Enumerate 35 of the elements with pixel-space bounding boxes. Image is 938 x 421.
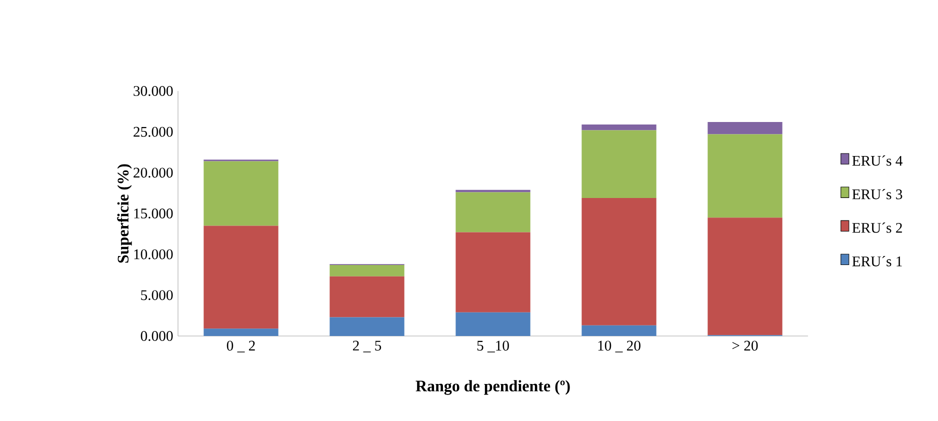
y-axis-title: Superficie (%) — [117, 164, 132, 263]
legend-label: ERU´s 1 — [852, 256, 902, 266]
x-tick-label: 5 _10 — [477, 340, 509, 352]
bar — [456, 312, 530, 336]
y-tick-label: 25.000 — [134, 126, 173, 137]
bar — [330, 276, 404, 318]
y-tick-label: 0.000 — [140, 331, 173, 341]
y-tick-label: 20.000 — [134, 168, 173, 178]
x-tick-label: 0 _ 2 — [226, 340, 255, 352]
bar — [456, 190, 530, 192]
bar — [708, 122, 782, 134]
bar — [204, 161, 278, 226]
bar — [456, 232, 530, 312]
y-tick-label: 5.000 — [141, 290, 173, 300]
legend-label: ERU´s 4 — [852, 155, 903, 166]
legend-label: ERU´s 3 — [852, 188, 902, 200]
y-tick-label: 10.000 — [134, 249, 173, 260]
bar — [582, 130, 656, 198]
bar — [204, 226, 278, 329]
bar — [582, 124, 656, 130]
y-tick-label: 15.000 — [134, 208, 173, 218]
legend-label: ERU´s 2 — [852, 222, 902, 233]
bar — [456, 192, 530, 232]
x-tick-label: > 20 — [732, 340, 758, 351]
bar — [330, 317, 404, 336]
bar — [708, 134, 782, 218]
bar — [582, 325, 656, 336]
y-tick-label: 30.000 — [134, 86, 173, 96]
bar — [708, 218, 782, 336]
x-axis-title: Rango de pendiente (º) — [416, 380, 570, 395]
bar — [204, 328, 278, 336]
bar — [582, 198, 656, 326]
x-tick-label: 2 _ 5 — [352, 340, 382, 352]
bar — [330, 264, 404, 276]
x-tick-label: 10 _ 20 — [598, 340, 640, 352]
